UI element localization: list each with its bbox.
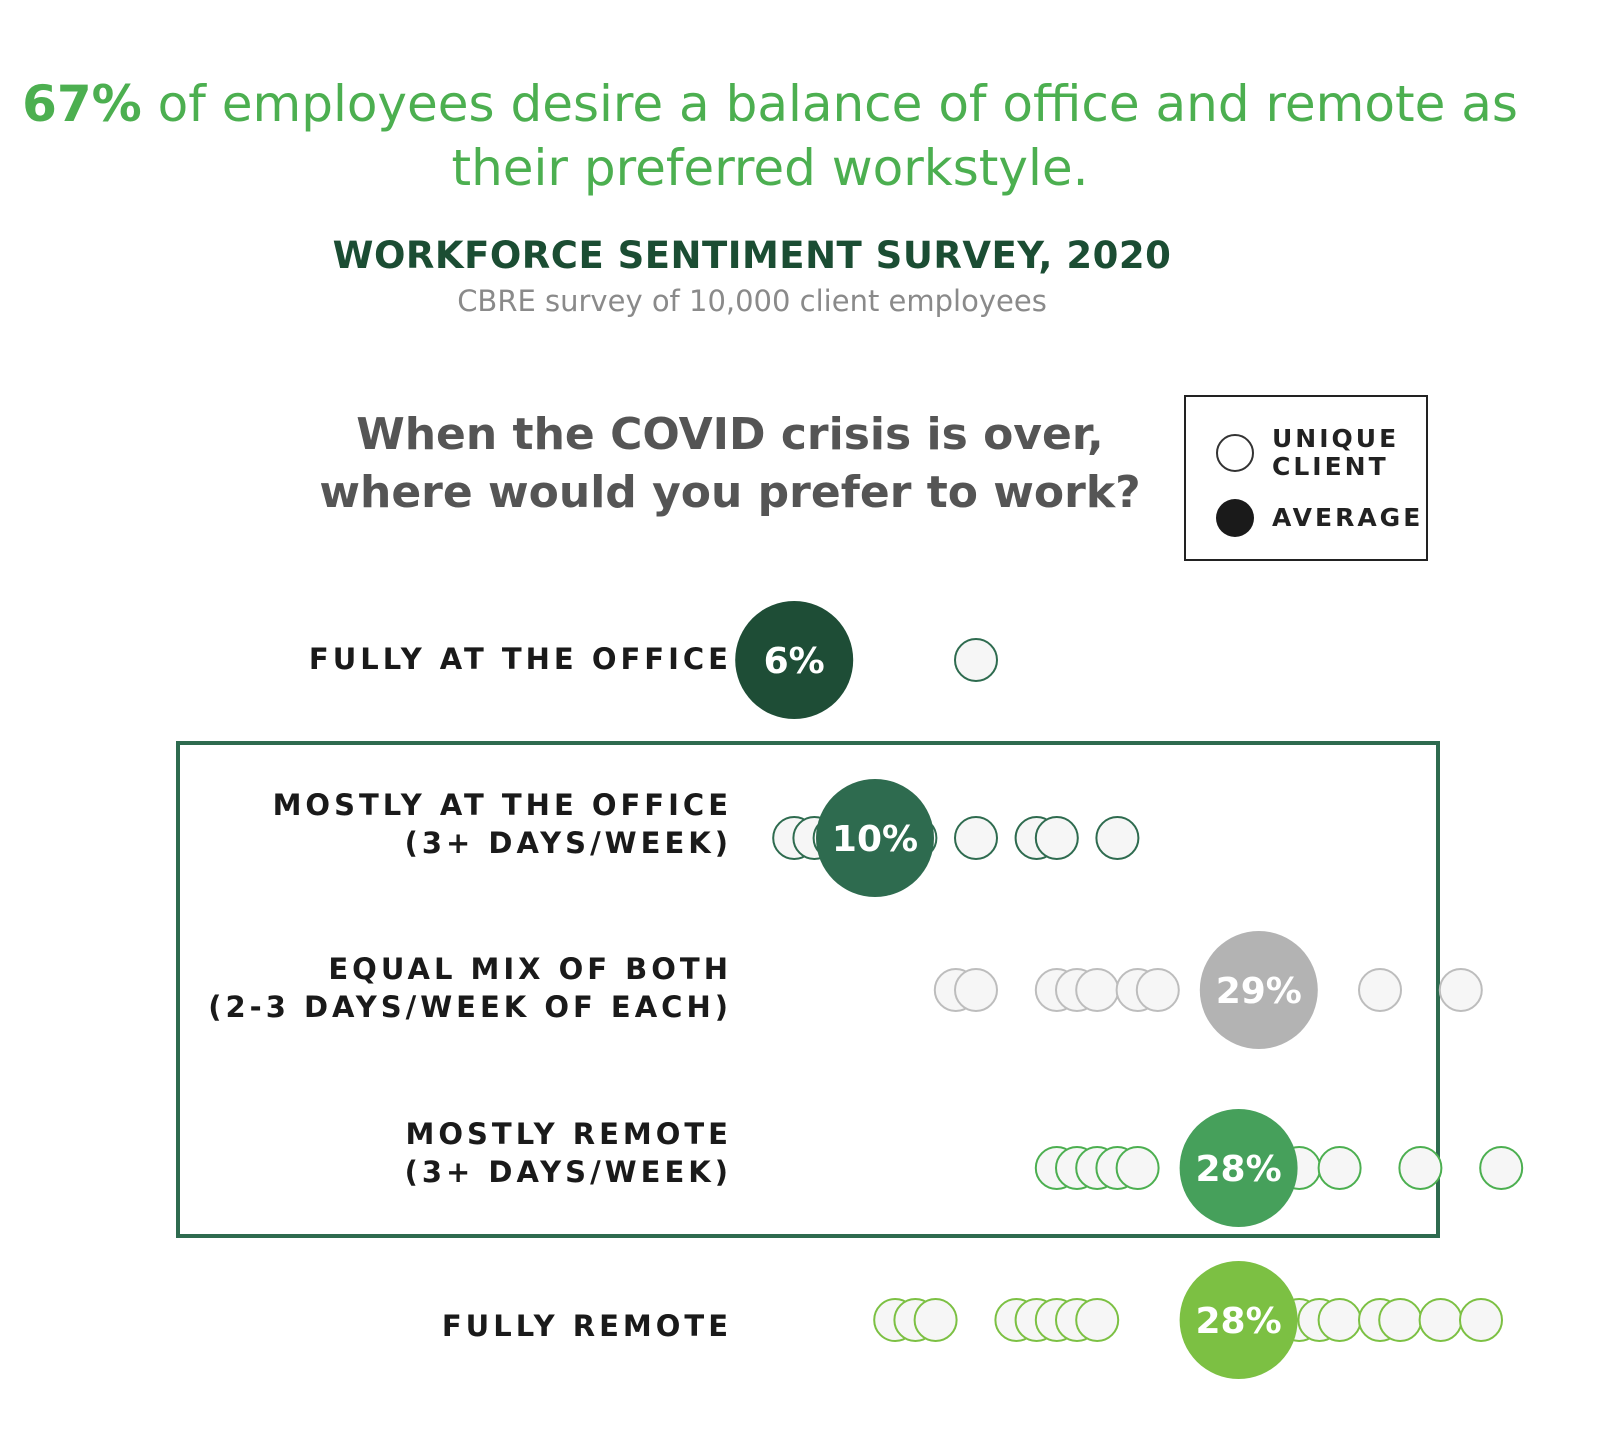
average-label: 28% bbox=[1196, 1301, 1282, 1342]
survey-title: WORKFORCE SENTIMENT SURVEY, 2020 bbox=[332, 234, 1172, 277]
unique-client-dot bbox=[954, 816, 998, 860]
unique-client-dot bbox=[1115, 1146, 1160, 1190]
unique-client-dot bbox=[1438, 968, 1483, 1012]
average-dot bbox=[1199, 931, 1318, 1049]
legend-average-label: AVERAGE bbox=[1272, 503, 1424, 532]
average-dot bbox=[1179, 1261, 1298, 1379]
average-label: 6% bbox=[764, 641, 825, 682]
chart-question: When the COVID crisis is over, where wou… bbox=[319, 409, 1141, 518]
row-label-mostly-remote: MOSTLY REMOTE (3+ DAYS/WEEK) bbox=[404, 1117, 732, 1189]
average-dot bbox=[816, 779, 934, 897]
unique-client-dot bbox=[1095, 816, 1140, 860]
unique-client-dot bbox=[1459, 1298, 1503, 1342]
unique-client-dot bbox=[1075, 1298, 1120, 1342]
average-dot bbox=[735, 601, 854, 719]
row-label-fully-remote: FULLY REMOTE bbox=[441, 1309, 732, 1343]
unique-client-dot bbox=[1358, 968, 1402, 1012]
average-label: 28% bbox=[1196, 1149, 1282, 1190]
unique-client-dot bbox=[1317, 1146, 1362, 1190]
unique-client-dot bbox=[1378, 1298, 1423, 1342]
row-label-fully-office: FULLY AT THE OFFICE bbox=[308, 642, 732, 676]
headline-percentage: 67% bbox=[22, 75, 142, 133]
unique-client-dot bbox=[913, 1298, 958, 1342]
unique-client-dot bbox=[1398, 1146, 1443, 1190]
balanced-workstyle-highlight bbox=[176, 741, 1440, 1238]
headline-text: of employees desire a balance of office … bbox=[141, 75, 1518, 197]
unique-client-dot bbox=[1034, 816, 1079, 860]
average-label: 10% bbox=[832, 819, 918, 860]
legend-item-unique-client: UNIQUE CLIENT bbox=[1216, 425, 1399, 481]
average-dot bbox=[1179, 1109, 1298, 1227]
unique-client-dot bbox=[1479, 1146, 1524, 1190]
unique-client-swatch-icon bbox=[1216, 434, 1254, 472]
average-label: 29% bbox=[1216, 971, 1302, 1012]
unique-client-dot bbox=[1075, 968, 1120, 1012]
unique-client-dot bbox=[954, 638, 998, 682]
unique-client-dot bbox=[1317, 1298, 1362, 1342]
legend-item-average: AVERAGE bbox=[1216, 499, 1423, 537]
average-swatch-icon bbox=[1216, 499, 1254, 537]
unique-client-dot bbox=[1418, 1298, 1463, 1342]
survey-subtitle: CBRE survey of 10,000 client employees bbox=[457, 284, 1047, 318]
unique-client-dot bbox=[1135, 968, 1180, 1012]
unique-client-dot bbox=[954, 968, 998, 1012]
row-label-mostly-office: MOSTLY AT THE OFFICE (3+ DAYS/WEEK) bbox=[272, 788, 732, 860]
legend-unique-client-label: UNIQUE CLIENT bbox=[1272, 424, 1400, 481]
headline: 67% of employees desire a balance of off… bbox=[0, 72, 1540, 200]
row-label-equal-mix: EQUAL MIX OF BOTH (2-3 DAYS/WEEK OF EACH… bbox=[208, 952, 732, 1024]
legend: UNIQUE CLIENT AVERAGE bbox=[1184, 395, 1428, 561]
